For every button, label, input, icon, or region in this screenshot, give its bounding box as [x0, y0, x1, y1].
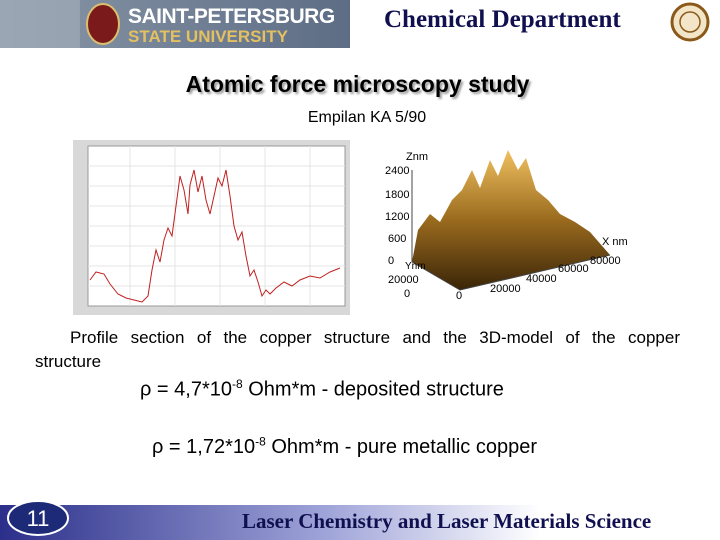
banner-building	[0, 0, 80, 48]
footer-bar	[0, 505, 720, 540]
formula-rest: Ohm*m - pure metallic copper	[265, 436, 537, 458]
profile-line	[89, 169, 341, 303]
university-name: STATE UNIVERSITY	[128, 27, 288, 46]
x-label: X nm	[602, 236, 628, 248]
y-tick: 20000	[388, 274, 419, 286]
subtitle: Empilan KA 5/90	[307, 109, 427, 126]
formula-base: ρ = 4,7*10	[140, 378, 233, 401]
z-tick: 1800	[385, 189, 410, 201]
x-tick: 80000	[590, 255, 621, 267]
z-tick: 0	[388, 255, 395, 267]
course-title: Laser Chemistry and Laser Materials Scie…	[242, 509, 652, 533]
formula-base: ρ = 1,72*10	[152, 436, 256, 458]
y-tick: 0	[404, 288, 411, 300]
formula-exponent: -8	[255, 434, 266, 449]
xy-axes	[411, 254, 611, 291]
page-number: 11	[26, 506, 50, 531]
formula-rest: Ohm*m - deposited structure	[242, 378, 504, 401]
formula: ρ = 4,7*10-8 Ohm*m - deposited structure	[140, 377, 504, 402]
y-label: Ynm	[405, 261, 426, 272]
z-label: Znm	[406, 151, 428, 163]
emblem	[86, 3, 120, 45]
seal-inner	[679, 11, 701, 33]
z-tick: 600	[388, 233, 407, 245]
x-tick: 0	[456, 290, 463, 302]
surface	[412, 150, 610, 290]
formula: ρ = 1,72*10-8 Ohm*m - pure metallic copp…	[152, 432, 547, 462]
z-tick: 1200	[385, 211, 410, 223]
x-tick: 40000	[526, 273, 557, 285]
formula-exponent: -8	[232, 377, 243, 391]
title: Atomic force microscopy study	[185, 71, 530, 97]
seal	[670, 2, 710, 42]
department: Chemical Department	[384, 6, 621, 33]
university-name: SAINT-PETERSBURG	[128, 5, 335, 28]
x-tick: 60000	[558, 263, 589, 275]
page-oval	[7, 500, 69, 536]
caption: Profile section of the copper structure …	[35, 328, 680, 371]
profile-grid	[88, 146, 345, 306]
x-tick: 20000	[490, 283, 521, 295]
z-tick: 2400	[385, 165, 410, 177]
